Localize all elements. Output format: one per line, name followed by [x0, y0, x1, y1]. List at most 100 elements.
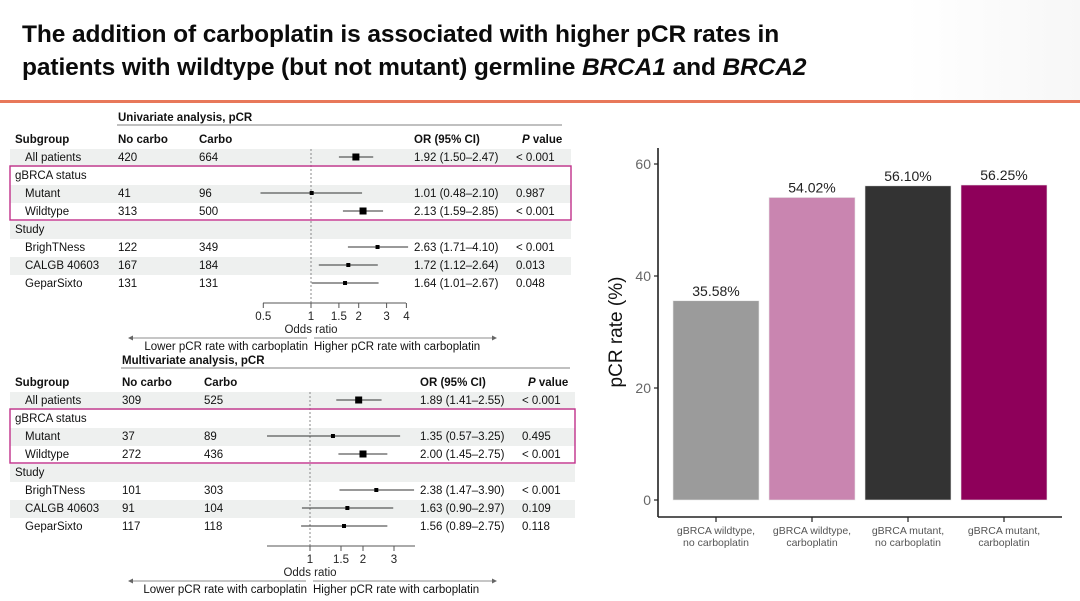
p-value-word: value — [536, 377, 569, 389]
gene-brca1: BRCA1 — [581, 54, 666, 81]
row-or-ci: 2.38 (1.47–3.90) — [420, 485, 505, 497]
row-label: GeparSixto — [25, 278, 83, 290]
row-p-value: < 0.001 — [516, 242, 555, 254]
slide-title: The addition of carboplatin is associate… — [22, 18, 922, 84]
title-line-2: patients with wildtype (but not mutant) … — [22, 51, 922, 84]
row-carbo: 664 — [199, 152, 219, 164]
bar — [672, 300, 760, 501]
x-category-label-line2: carboplatin — [786, 537, 838, 549]
y-axis-title: pCR rate (%) — [606, 277, 627, 388]
x-category-label-line1: gBRCA wildtype, — [773, 525, 851, 537]
row-label: GeparSixto — [25, 521, 83, 533]
row-p-value: < 0.001 — [516, 152, 555, 164]
column-header-no-carbo: No carbo — [122, 377, 172, 389]
bar — [960, 184, 1048, 501]
row-no-carbo: 167 — [118, 260, 137, 272]
row-no-carbo: 309 — [122, 395, 141, 407]
row-or-ci: 1.35 (0.57–3.25) — [420, 431, 505, 443]
row-shading — [10, 464, 575, 482]
x-tick-label: 1 — [308, 311, 314, 323]
point-estimate — [342, 524, 347, 528]
row-shading — [10, 392, 575, 410]
row-no-carbo: 41 — [118, 188, 131, 200]
row-p-value: 0.495 — [522, 431, 551, 443]
row-no-carbo: 91 — [122, 503, 135, 515]
x-tick-label: 3 — [383, 311, 389, 323]
point-estimate — [359, 207, 367, 215]
title-line-2-text: patients with wildtype (but not mutant) … — [22, 54, 582, 81]
y-tick-label: 20 — [635, 380, 651, 396]
x-category-label-line1: gBRCA mutant, — [968, 525, 1040, 537]
x-tick-label: 2 — [355, 311, 361, 323]
bar — [768, 197, 856, 501]
row-carbo: 436 — [204, 449, 223, 461]
row-label: gBRCA status — [15, 413, 87, 425]
row-p-value: 0.987 — [516, 188, 545, 200]
bar-value-label: 54.02% — [788, 179, 835, 195]
row-label: All patients — [25, 152, 82, 164]
point-estimate — [346, 263, 351, 267]
x-category-label-line1: gBRCA mutant, — [872, 525, 944, 537]
point-estimate — [345, 506, 350, 510]
p-italic: P — [522, 134, 530, 146]
arrow-right-head — [492, 335, 497, 341]
direction-left-label: Lower pCR rate with carboplatin — [144, 341, 308, 353]
point-estimate — [375, 245, 380, 249]
point-estimate — [309, 191, 314, 195]
row-or-ci: 1.64 (1.01–2.67) — [414, 278, 499, 290]
row-p-value: < 0.001 — [522, 395, 561, 407]
row-no-carbo: 117 — [122, 521, 140, 533]
direction-right-label: Higher pCR rate with carboplatin — [313, 584, 479, 596]
row-p-value: 0.118 — [522, 521, 550, 533]
row-p-value: < 0.001 — [522, 485, 561, 497]
x-tick-label: 2 — [360, 554, 366, 566]
x-tick-label: 4 — [403, 311, 410, 323]
row-label: BrighTNess — [25, 242, 85, 254]
point-estimate — [330, 434, 335, 438]
row-carbo: 96 — [199, 188, 212, 200]
row-p-value: < 0.001 — [516, 206, 555, 218]
row-carbo: 104 — [204, 503, 224, 515]
row-label: CALGB 40603 — [25, 260, 99, 272]
row-or-ci: 1.01 (0.48–2.10) — [414, 188, 499, 200]
gene-brca2: BRCA2 — [722, 54, 807, 81]
x-category-label-line2: no carboplatin — [875, 537, 941, 549]
bar-value-label: 56.25% — [980, 167, 1027, 183]
row-no-carbo: 101 — [122, 485, 141, 497]
bar-value-label: 56.10% — [884, 168, 931, 184]
row-label: Wildtype — [25, 206, 69, 218]
row-shading — [10, 149, 571, 167]
row-label: gBRCA status — [15, 170, 87, 182]
p-italic: P — [528, 377, 536, 389]
row-carbo: 184 — [199, 260, 219, 272]
row-no-carbo: 122 — [118, 242, 137, 254]
point-estimate — [343, 281, 348, 285]
row-label: BrighTNess — [25, 485, 85, 497]
row-shading — [10, 428, 575, 446]
row-label: Wildtype — [25, 449, 69, 461]
row-p-value: 0.109 — [522, 503, 551, 515]
column-header-carbo: Carbo — [199, 134, 232, 146]
title-divider — [0, 100, 1080, 103]
column-header-no-carbo: No carbo — [118, 134, 168, 146]
x-category-label-line2: no carboplatin — [683, 537, 749, 549]
column-header-p-value: P value — [528, 377, 568, 389]
row-no-carbo: 272 — [122, 449, 141, 461]
row-or-ci: 1.92 (1.50–2.47) — [414, 152, 499, 164]
row-carbo: 525 — [204, 395, 223, 407]
row-or-ci: 1.89 (1.41–2.55) — [420, 395, 505, 407]
row-label: CALGB 40603 — [25, 503, 99, 515]
column-header-p-value: P value — [522, 134, 562, 146]
arrow-right-head — [492, 578, 497, 584]
x-axis-title: Odds ratio — [283, 567, 336, 579]
row-shading — [10, 221, 571, 239]
row-shading — [10, 500, 575, 518]
row-carbo: 89 — [204, 431, 217, 443]
header-fade — [905, 0, 1080, 100]
y-tick-label: 40 — [635, 268, 651, 284]
direction-right-label: Higher pCR rate with carboplatin — [314, 341, 480, 353]
row-carbo: 303 — [204, 485, 223, 497]
row-or-ci: 1.63 (0.90–2.97) — [420, 503, 505, 515]
y-tick-label: 60 — [635, 156, 651, 172]
